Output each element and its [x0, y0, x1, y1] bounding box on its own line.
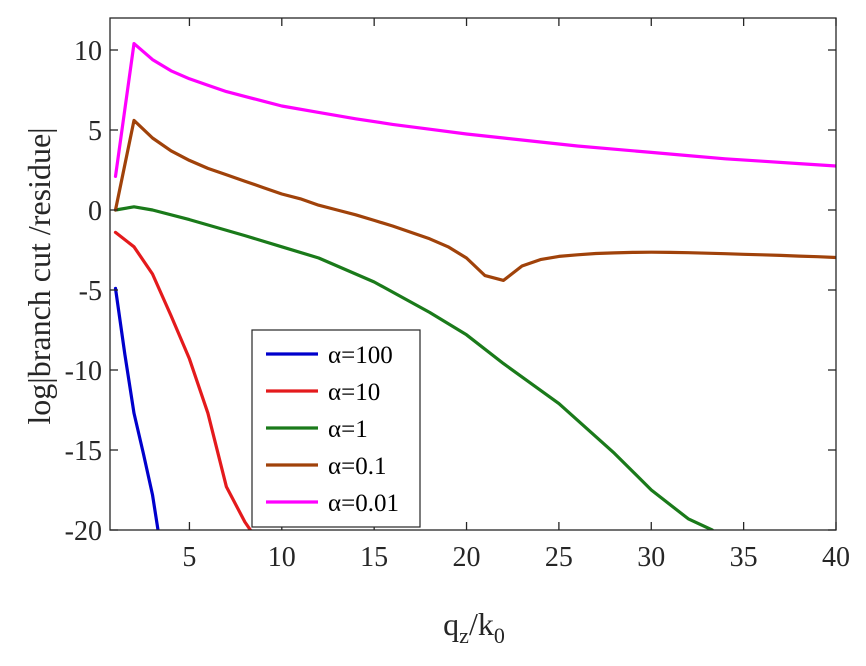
x-tick-label: 5: [182, 542, 196, 573]
series-line-3: [113, 118, 836, 282]
x-axis-label-slash: /k: [469, 606, 494, 642]
series-line-1: [113, 230, 252, 530]
series-line-4: [113, 41, 836, 178]
x-tick-label: 10: [268, 542, 296, 573]
y-tick-label: -20: [65, 516, 102, 547]
y-tick-label: 5: [88, 116, 102, 147]
legend-label: α=0.1: [328, 453, 386, 480]
x-tick-label: 30: [637, 542, 665, 573]
x-axis-label-sub1: z: [459, 623, 469, 648]
y-tick-label: -10: [65, 356, 102, 387]
plot-area: [113, 41, 836, 530]
y-tick-label: -15: [65, 436, 102, 467]
series-group: [113, 41, 836, 530]
x-tick-label: 25: [545, 542, 573, 573]
legend-label: α=1: [328, 416, 368, 443]
x-axis-label-main: q: [443, 606, 459, 642]
series-line-2: [113, 205, 714, 530]
y-tick-label: -5: [79, 276, 102, 307]
axes: 5 10 15 20 25 30 35 40 10 5 0 -5 -10 -15 -20: [65, 17, 850, 573]
axes-box: [109, 17, 837, 531]
y-axis-label: log|branch cut /residue|: [21, 127, 57, 424]
legend: α=100 α=10 α=1 α=0.1 α=0.01: [251, 329, 421, 528]
y-tick-label: 0: [88, 196, 102, 227]
y-tick-label: 10: [74, 36, 102, 67]
x-axis-label: qz/k0: [443, 606, 505, 648]
legend-label: α=10: [328, 379, 380, 406]
legend-label: α=0.01: [328, 490, 399, 517]
legend-label: α=100: [328, 342, 393, 369]
x-axis-label-sub2: 0: [494, 623, 505, 648]
x-tick-label: 15: [360, 542, 388, 573]
x-tick-label: 20: [453, 542, 481, 573]
series-line-0: [113, 286, 160, 530]
x-tick-label: 35: [730, 542, 758, 573]
x-tick-label: 40: [822, 542, 850, 573]
